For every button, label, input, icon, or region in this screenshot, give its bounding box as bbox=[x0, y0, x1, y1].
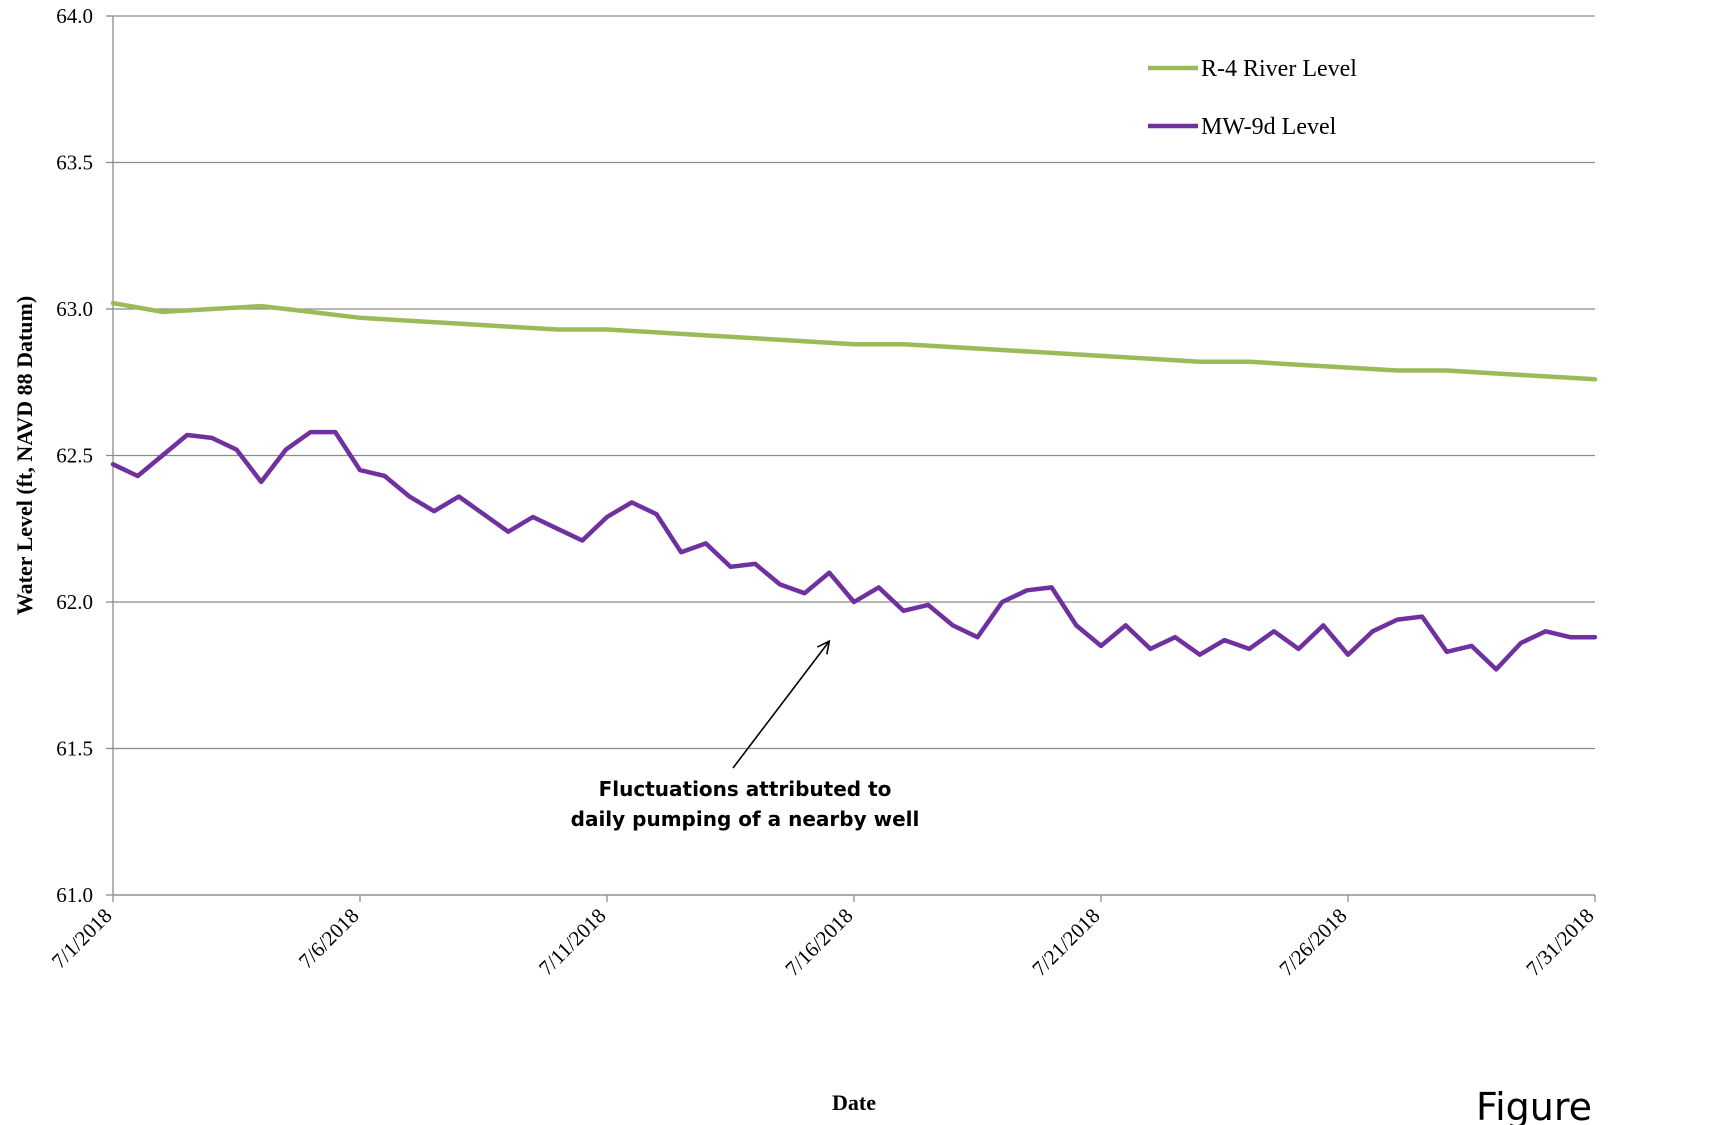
x-tick-label-5: 7/26/2018 bbox=[1274, 904, 1351, 981]
x-tick-label-0: 7/1/2018 bbox=[47, 904, 117, 974]
legend-label-0: R-4 River Level bbox=[1201, 56, 1357, 82]
series-line-0 bbox=[110, 300, 1598, 382]
series-lines bbox=[110, 300, 1598, 672]
legend-label-1: MW-9d Level bbox=[1201, 114, 1337, 140]
annotation-text-line-1: Fluctuations attributed to bbox=[599, 777, 892, 801]
y-tick-label-6: 64.0 bbox=[56, 4, 93, 28]
x-tick-label-3: 7/16/2018 bbox=[780, 904, 857, 981]
annotation-text-line-2: daily pumping of a nearby well bbox=[571, 807, 920, 831]
x-tick-label-2: 7/11/2018 bbox=[534, 904, 611, 981]
y-tick-labels: 61.0 61.5 62.0 62.5 63.0 63.5 64.0 bbox=[56, 4, 93, 907]
gridlines bbox=[106, 15, 1595, 896]
annotation-arrow bbox=[732, 641, 829, 769]
series-line-1 bbox=[110, 429, 1598, 672]
axes bbox=[112, 16, 1596, 902]
y-tick-label-2: 62.0 bbox=[56, 590, 93, 614]
x-tick-label-4: 7/21/2018 bbox=[1027, 904, 1104, 981]
x-tick-labels: 7/1/2018 7/6/2018 7/11/2018 7/16/2018 7/21/2… bbox=[47, 904, 1599, 981]
figure-label: Figure bbox=[1476, 1085, 1592, 1125]
x-tick-label-6: 7/31/2018 bbox=[1521, 904, 1598, 981]
x-tick-label-1: 7/6/2018 bbox=[294, 904, 364, 974]
y-tick-label-1: 61.5 bbox=[56, 737, 93, 761]
y-tick-label-5: 63.5 bbox=[56, 151, 93, 175]
annotation: Fluctuations attributed to daily pumping… bbox=[571, 641, 920, 831]
y-tick-label-3: 62.5 bbox=[56, 444, 93, 468]
legend: R-4 River Level MW-9d Level bbox=[1148, 56, 1357, 140]
y-tick-label-4: 63.0 bbox=[56, 297, 93, 321]
y-tick-label-0: 61.0 bbox=[56, 883, 93, 907]
y-axis-title: Water Level (ft, NAVD 88 Datum) bbox=[12, 296, 37, 615]
x-axis-title: Date bbox=[832, 1090, 876, 1115]
